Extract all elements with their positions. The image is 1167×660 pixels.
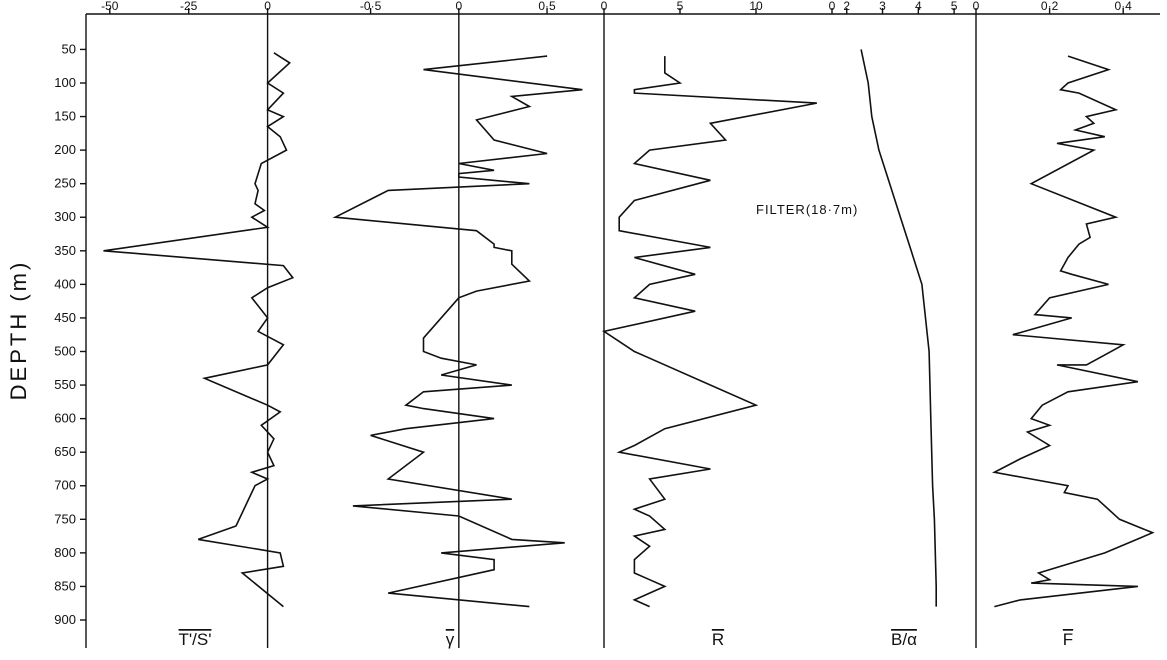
- panel-1-series-line: [103, 52, 295, 608]
- filter-annotation: FILTER(18·7m): [756, 202, 858, 217]
- panel-5-label: F: [1063, 630, 1073, 649]
- panel-5-series-line: [991, 55, 1155, 608]
- depth-tick-label: 300: [54, 209, 76, 224]
- panel-3-label: R: [712, 630, 724, 649]
- panel-2-tick-label: -0·5: [360, 0, 382, 13]
- panel-2-tick-label: 0·5: [538, 0, 556, 13]
- depth-tick-label: 250: [54, 176, 76, 191]
- panel-4: 2 3 4 5 B/α: [843, 0, 957, 649]
- depth-tick-label: 350: [54, 243, 76, 258]
- panel-5-tick-label: 0·4: [1115, 0, 1133, 13]
- panel-1-tick-label: 0: [264, 0, 271, 13]
- panel-3-tick-label: 0: [601, 0, 608, 13]
- depth-tick-label: 850: [54, 578, 76, 593]
- depth-tick-label: 600: [54, 411, 76, 426]
- panel-4-tick-label: 5: [951, 0, 958, 13]
- depth-tick-label: 700: [54, 478, 76, 493]
- depth-tick-label: 100: [54, 75, 76, 90]
- panel-4-tick-label: 4: [915, 0, 922, 13]
- depth-tick-label: 150: [54, 109, 76, 124]
- depth-tick-label: 800: [54, 545, 76, 560]
- depth-axis: 50 100 150 200 250 300 350 400 450 500 550 600 650 70…: [54, 41, 86, 627]
- panel-3-tick-label: 10: [749, 0, 763, 13]
- depth-tick-label: 650: [54, 444, 76, 459]
- panel-3-tick-label: 0: [829, 0, 836, 13]
- depth-tick-label: 500: [54, 343, 76, 358]
- panel-1-label: T'/S': [179, 630, 212, 649]
- panel-2-series-line: [332, 55, 583, 608]
- depth-tick-label: 550: [54, 377, 76, 392]
- panel-1-tick-label: -50: [101, 0, 119, 13]
- depth-tick-label: 900: [54, 612, 76, 627]
- panel-2: -0·5 0 0·5 γ: [332, 0, 583, 649]
- panel-3: 0 5 10 0 R: [601, 0, 836, 649]
- depth-axis-title: DEPTH (m): [6, 260, 31, 401]
- panel-5: 0 0·2 0·4 F: [973, 0, 1155, 649]
- panel-1: -50 -25 0 T'/S': [101, 0, 295, 649]
- panels-group: -50 -25 0 T'/S' -0·5 0 0·5 γ 0 5 10 0 R 2 3 4 5 B/α 0 0·2 0·…: [101, 0, 1155, 649]
- depth-tick-label: 50: [62, 41, 76, 56]
- panel-2-label: γ: [446, 630, 455, 649]
- panel-4-label: B/α: [891, 630, 917, 649]
- depth-tick-label: 400: [54, 276, 76, 291]
- panel-5-tick-label: 0: [973, 0, 980, 13]
- panel-3-series-line: [601, 56, 817, 608]
- panel-1-tick-label: -25: [180, 0, 198, 13]
- panel-4-tick-label: 2: [843, 0, 850, 13]
- panel-4-series-line: [860, 49, 938, 607]
- panel-3-tick-label: 5: [677, 0, 684, 13]
- panel-2-tick-label: 0: [455, 0, 462, 13]
- depth-tick-label: 750: [54, 511, 76, 526]
- depth-tick-label: 450: [54, 310, 76, 325]
- depth-tick-label: 200: [54, 142, 76, 157]
- panel-4-tick-label: 3: [879, 0, 886, 13]
- panel-5-tick-label: 0·2: [1041, 0, 1059, 13]
